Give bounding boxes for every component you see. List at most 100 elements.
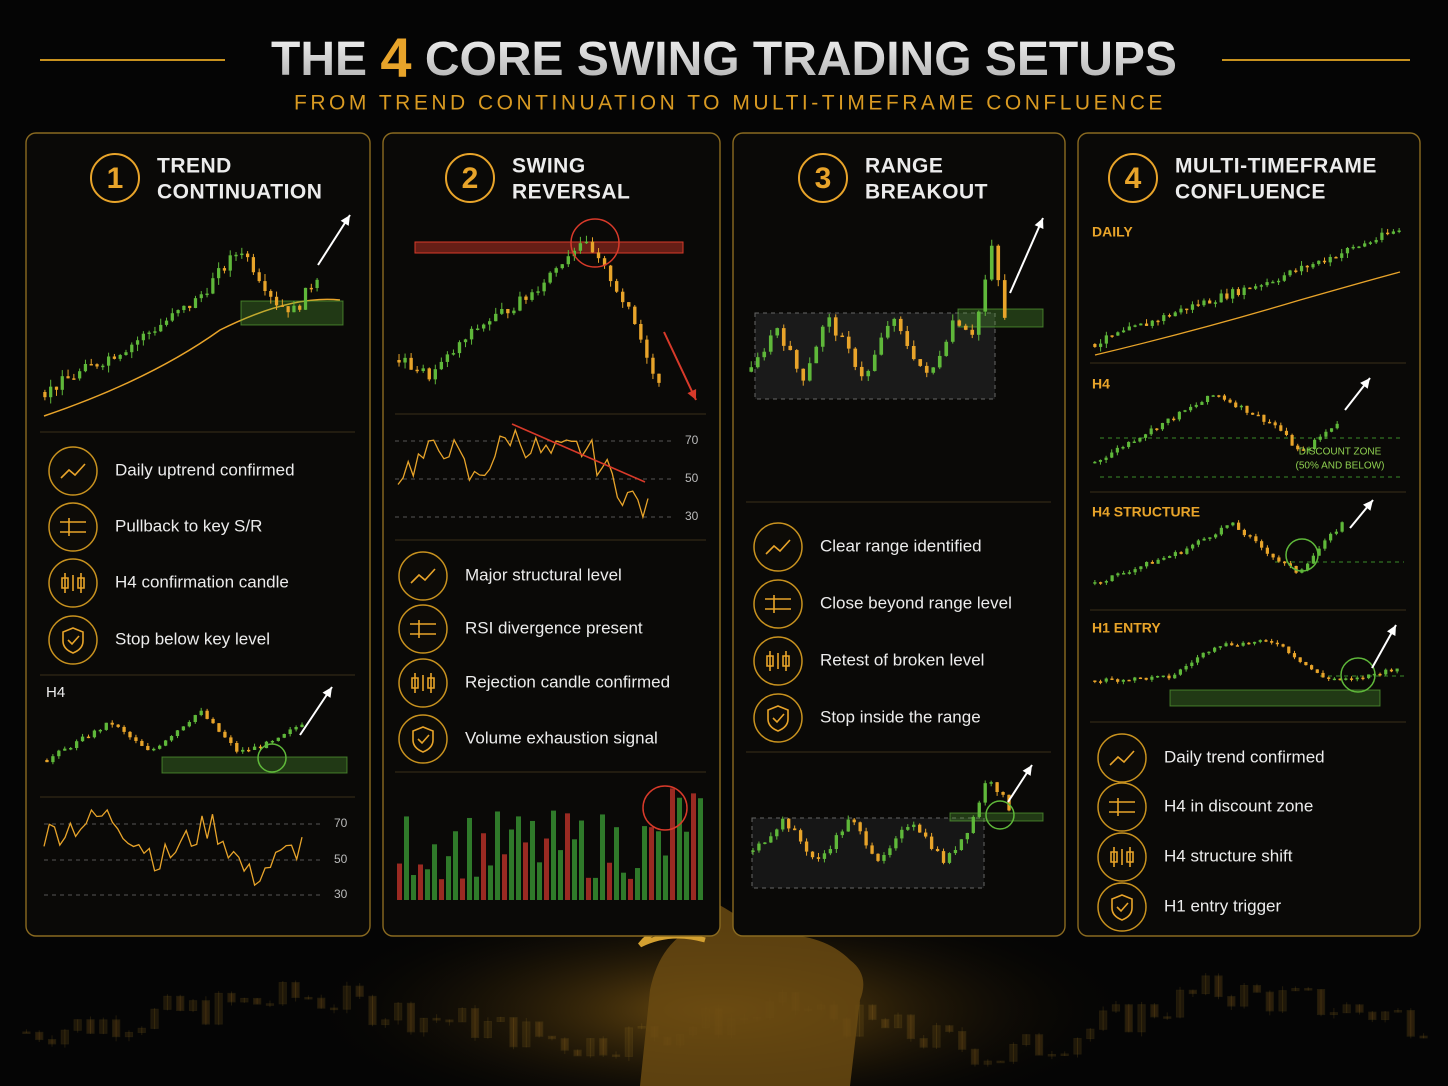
candle-body [1338,678,1342,681]
candle-body [193,715,197,723]
candle-body [1277,557,1281,562]
candle-body [147,332,151,335]
checklist-item: Stop below key level [115,629,270,648]
candle-body [1380,232,1384,240]
candle-body [879,337,884,355]
candle-body [522,1021,531,1048]
candle-body [512,310,516,314]
candle-body [584,241,589,244]
candle-body [1200,402,1204,405]
candle-body [970,329,975,335]
candle-body [329,1007,339,1011]
candle-body [1179,308,1183,313]
candle-body [1205,395,1210,403]
candle-body [176,995,185,1011]
candle-body [1150,1004,1159,1018]
candle-body [1304,661,1308,666]
candle-body [1279,425,1283,431]
candle-body [868,1004,877,1020]
candle-body [894,838,898,849]
candle-body [621,291,625,303]
candle-body [427,368,431,380]
title-number: 4 [380,26,411,89]
candle-body [536,291,540,293]
title: THE 4 CORE SWING TRADING SETUPS [271,26,1177,89]
timeframe-label: DAILY [1092,224,1133,240]
candle-body [1306,563,1310,570]
candle-body [959,839,964,851]
candle-body [547,1035,557,1040]
checklist-item: H1 entry trigger [1164,896,1281,915]
candle-body [1393,1010,1403,1013]
item-icon [48,446,98,496]
candle-body [775,328,780,336]
candle-body [945,1025,954,1032]
timeframe-label: H4 [1092,376,1110,392]
candle-body [137,1027,146,1033]
candle-body [794,350,799,369]
candle-body [518,296,522,311]
arrow [1009,217,1044,294]
candle-body [1207,651,1211,654]
candle-body [1143,434,1148,438]
candle-body [578,243,583,251]
candle-body [116,724,120,727]
checklist-item: Clear range identified [820,536,982,555]
candle-body [995,782,999,793]
candle-body [169,736,174,741]
candle-body [1034,1034,1044,1056]
candle-body [1162,315,1166,322]
panel-title: SWING [512,155,586,178]
candle-body [433,369,437,380]
moving-average [1094,271,1401,356]
candle-body [1305,265,1309,268]
candle-body [798,830,803,842]
candle-body [755,357,760,368]
candle-body [1219,293,1223,303]
item-icon [753,579,803,629]
candle-body [1262,414,1266,422]
candle-body [263,281,267,292]
candle-body [645,339,649,358]
candle-body [1322,260,1327,263]
item-icon [398,714,448,764]
candle-body [1327,677,1331,679]
candle-body [1321,672,1325,678]
candle-body [276,737,280,741]
candle-body [1047,1053,1056,1057]
candle-body [788,345,793,351]
discount-label: (50% AND BELOW) [1296,461,1385,472]
candle-body [657,373,661,383]
candle-body [1395,668,1399,672]
arrow [663,331,697,401]
candle-body [54,386,59,390]
arrow-head [1034,218,1044,229]
candle-body [1166,418,1170,423]
candle-body [1196,304,1200,306]
candle-body [182,305,186,311]
candle-body [1288,270,1292,276]
highlight-ring [570,218,620,268]
highlight-ring [642,785,688,831]
rsi-level: 30 [334,887,348,901]
candle-body [188,1000,198,1011]
candle-body [1211,395,1215,397]
candle-body [762,351,767,358]
panel-number: 4 [1125,162,1142,195]
candle-body [1315,669,1319,673]
volume-bar [460,878,465,900]
volume-bar [530,820,535,900]
candle-body [1093,582,1097,584]
candle-body [1144,677,1148,680]
candle-body [608,265,613,282]
candle-body [931,367,936,373]
candle-body [298,305,302,310]
volume-bar [509,829,514,900]
candle-body [840,831,844,836]
candle-body [1291,988,1300,992]
candle-body [1122,573,1126,575]
item-glyph [412,726,434,753]
candle-body [432,1017,441,1021]
candle-body [158,745,162,749]
candle-body [1208,300,1212,304]
